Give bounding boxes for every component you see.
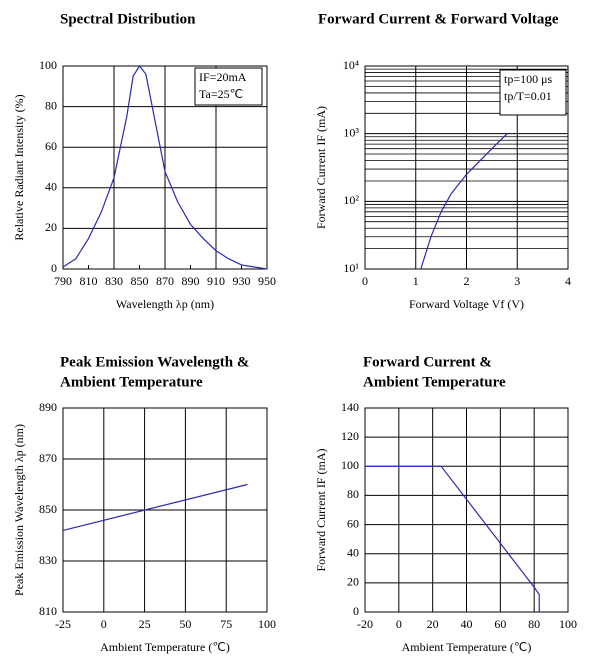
y-tick-label: 0 [51, 261, 57, 275]
x-tick-label: 0 [101, 617, 107, 631]
annotation: IF=20mA [199, 70, 247, 84]
x-tick-label: 3 [514, 274, 520, 288]
x-tick-label: -20 [357, 617, 373, 631]
x-axis-label: Forward Voltage Vf (V) [409, 297, 524, 311]
data-line [62, 64, 268, 270]
y-tick-label: 40 [45, 180, 57, 194]
y-tick-label: 140 [341, 400, 359, 414]
x-axis-label: Ambient Temperature (℃) [100, 640, 230, 654]
x-tick-label: 4 [565, 274, 571, 288]
y-tick-label: 830 [39, 553, 57, 567]
x-tick-label: 40 [461, 617, 473, 631]
y-axis-label: Forward Current IF (mA) [314, 106, 328, 229]
y-tick-label: 10² [343, 193, 359, 207]
y-tick-label: 40 [347, 545, 359, 559]
x-axis-label: Ambient Temperature (℃) [402, 640, 532, 654]
x-tick-label: 910 [207, 274, 225, 288]
chart-title: Forward Current & Forward Voltage [318, 11, 559, 27]
data-line [62, 483, 248, 531]
x-tick-label: 950 [258, 274, 276, 288]
x-axis-label: Wavelength λp (nm) [116, 297, 214, 311]
y-tick-label: 850 [39, 502, 57, 516]
x-tick-label: 930 [233, 274, 251, 288]
x-tick-label: 1 [413, 274, 419, 288]
x-tick-label: 790 [54, 274, 72, 288]
x-tick-label: 20 [427, 617, 439, 631]
annotation: Ta=25℃ [199, 87, 243, 101]
y-tick-label: 890 [39, 400, 57, 414]
x-tick-label: 870 [156, 274, 174, 288]
x-tick-label: 830 [105, 274, 123, 288]
x-tick-label: 50 [179, 617, 191, 631]
y-tick-label: 80 [45, 98, 57, 112]
x-tick-label: -25 [55, 617, 71, 631]
x-tick-label: 60 [494, 617, 506, 631]
y-tick-label: 20 [45, 220, 57, 234]
data-line [420, 133, 508, 270]
data-line [365, 465, 540, 612]
x-tick-label: 2 [464, 274, 470, 288]
y-tick-label: 10³ [343, 125, 359, 139]
x-tick-label: 0 [396, 617, 402, 631]
x-tick-label: 810 [80, 274, 98, 288]
x-tick-label: 100 [559, 617, 577, 631]
x-tick-label: 890 [182, 274, 200, 288]
x-tick-label: 100 [258, 617, 276, 631]
chart-title: Spectral Distribution [60, 11, 196, 27]
x-tick-label: 25 [139, 617, 151, 631]
y-axis-label: Peak Emission Wavelength λp (nm) [12, 424, 26, 596]
y-tick-label: 10⁴ [343, 58, 359, 72]
y-tick-label: 10¹ [343, 261, 359, 275]
chart-title: Forward Current & [363, 354, 492, 370]
y-tick-label: 60 [347, 516, 359, 530]
y-tick-label: 0 [353, 604, 359, 618]
chart-title: Ambient Temperature [363, 374, 506, 390]
annotation: tp/T=0.01 [504, 89, 552, 103]
chart-title: Peak Emission Wavelength & [60, 354, 249, 370]
y-tick-label: 100 [341, 458, 359, 472]
x-tick-label: 850 [131, 274, 149, 288]
y-tick-label: 810 [39, 604, 57, 618]
y-tick-label: 870 [39, 451, 57, 465]
y-tick-label: 60 [45, 139, 57, 153]
x-tick-label: 0 [362, 274, 368, 288]
annotation: tp=100 μs [504, 72, 553, 86]
annotation-box [194, 67, 263, 106]
y-tick-label: 120 [341, 429, 359, 443]
y-tick-label: 80 [347, 487, 359, 501]
x-tick-label: 80 [528, 617, 540, 631]
y-axis-label: Relative Radiant Intensity (%) [12, 94, 26, 240]
annotation-box [499, 69, 567, 116]
y-tick-label: 20 [347, 575, 359, 589]
y-axis-label: Forward Current IF (mA) [314, 449, 328, 572]
x-tick-label: 75 [220, 617, 232, 631]
chart-title: Ambient Temperature [60, 374, 203, 390]
y-tick-label: 100 [39, 58, 57, 72]
